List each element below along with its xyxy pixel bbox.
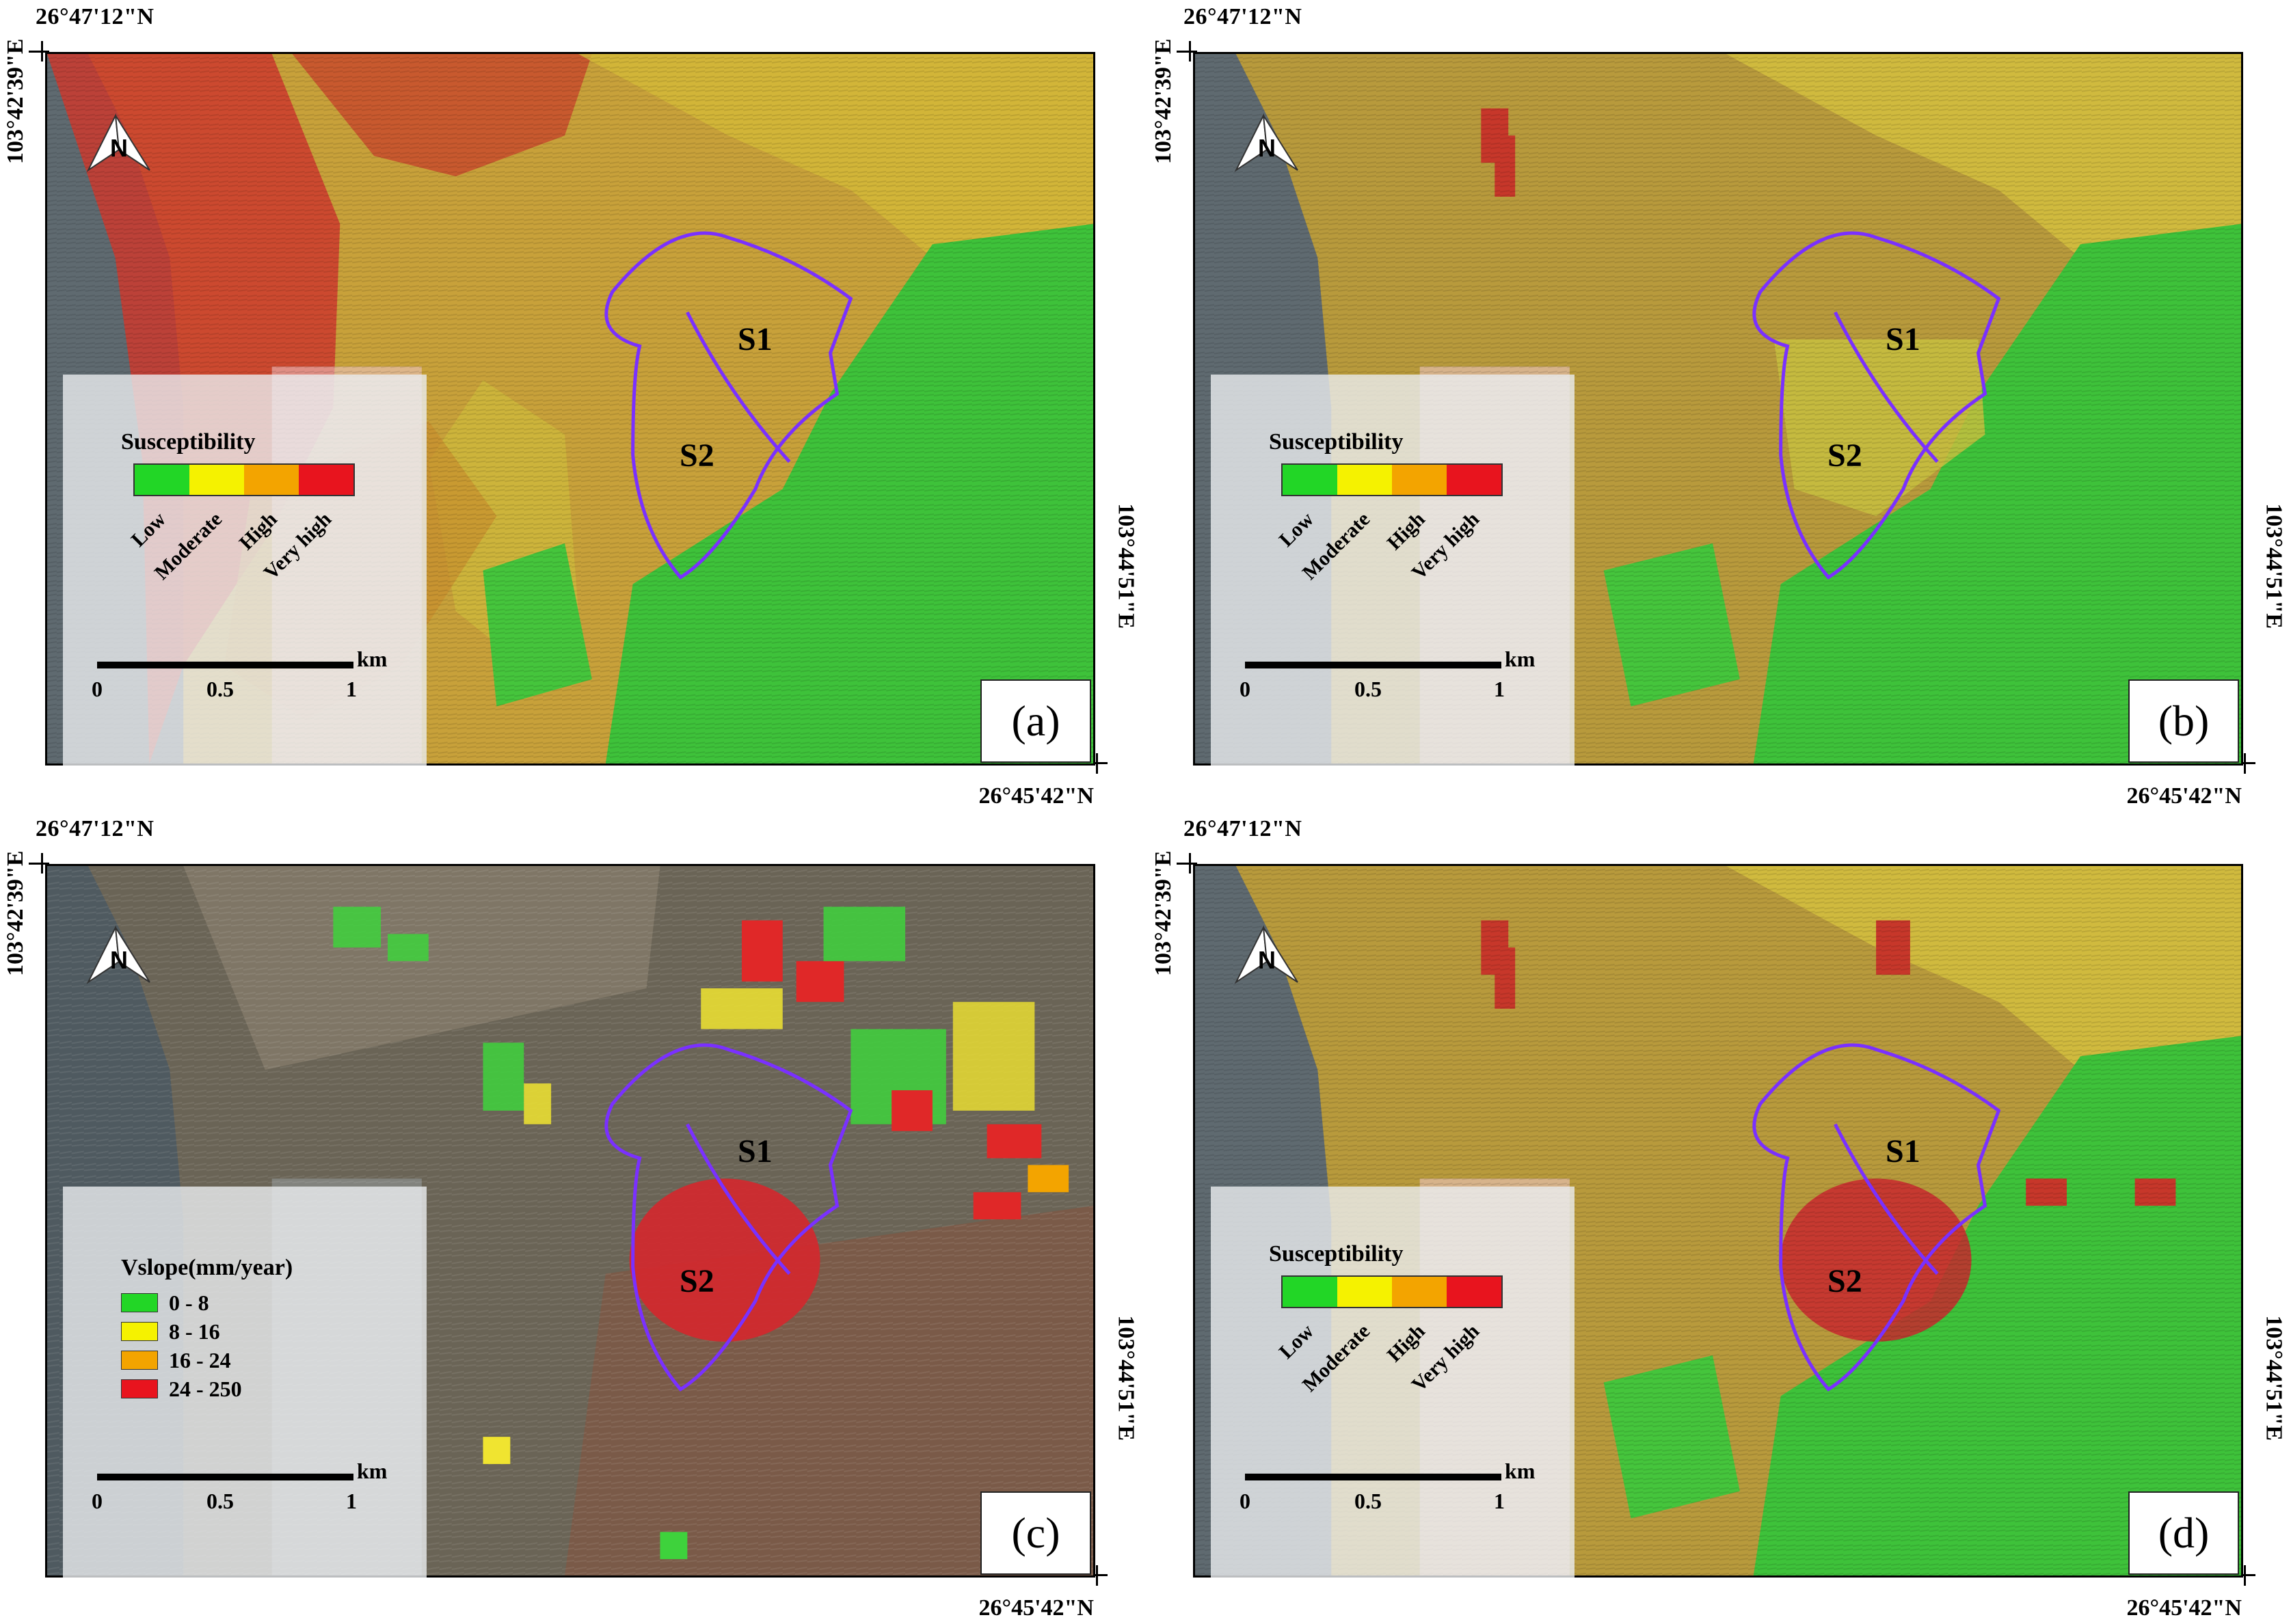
scale-tick-1: 1 [1494,677,1505,701]
site-label-s2: S2 [1827,437,1862,474]
site-label-s2: S2 [1827,1263,1862,1299]
legend-susceptibility: Susceptibility Low Moderate High Very hi… [1211,375,1575,766]
legend-susceptibility: Susceptibility Low Moderate High Very hi… [1211,1187,1575,1578]
coord-right-lon: 103°44'51"E [2262,503,2287,629]
legend-title: Vslope(mm/year) [121,1255,293,1280]
scale-tick-0: 0 [92,677,103,701]
scale-tick-1: 1 [1494,1489,1505,1513]
svg-text:N: N [110,946,128,974]
legend-title: Susceptibility [1269,1241,1404,1267]
coord-top-lat: 26°47'12"N [36,4,155,29]
scale-tick-0: 0 [1240,677,1250,701]
coord-top-lat: 26°47'12"N [1183,816,1302,841]
scale-tick-1: 1 [346,1489,357,1513]
scale-bar [97,1474,353,1480]
legend-row: 8 - 16 [121,1319,220,1344]
site-label-s1: S1 [1886,321,1920,357]
legend-susceptibility: Susceptibility Low Moderate High Very hi… [63,375,427,766]
site-label-s1: S1 [738,1133,773,1169]
panel-letter: (c) [980,1491,1091,1575]
scale-bar [97,662,353,668]
legend-row: 16 - 24 [121,1348,231,1372]
scale-tick-1: 1 [346,677,357,701]
svg-text:N: N [1258,946,1276,974]
scale-tick-05: 0.5 [206,677,234,701]
legend-title: Susceptibility [121,429,256,455]
north-arrow-icon: N [81,921,157,989]
svg-text:N: N [1258,134,1276,162]
legend-swatch [121,1351,158,1370]
scale-bar [1245,1474,1501,1480]
site-label-s1: S1 [738,321,773,357]
legend-class-high: High [1382,508,1430,555]
legend-swatch [121,1322,158,1341]
coord-left-lon: 103°42'39"E [3,850,28,976]
coord-bottom-lat: 26°45'42"N [2126,1595,2242,1621]
coord-top-lat: 26°47'12"N [1183,4,1302,29]
panel-c: 26°47'12"N 103°42'39"E 26°45'42"N 103°44… [0,812,1143,1624]
coord-bottom-lat: 26°45'42"N [978,783,1094,809]
coord-right-lon: 103°44'51"E [2262,1315,2287,1441]
legend-row: 0 - 8 [121,1290,209,1315]
panel-letter: (a) [980,679,1091,763]
north-arrow-icon: N [81,109,157,177]
site-label-s2: S2 [680,437,714,474]
legend-swatch [121,1379,158,1398]
legend-class-label: 8 - 16 [169,1318,220,1344]
north-arrow-icon: N [1229,921,1304,989]
scale-unit: km [357,1459,388,1483]
scale-unit: km [357,647,388,671]
scale-unit: km [1505,1459,1536,1483]
legend-title: Susceptibility [1269,429,1404,455]
north-arrow-icon: N [1229,109,1304,177]
panel-a: 26°47'12"N 103°42'39"E 26°45'42"N 103°44… [0,0,1143,812]
legend-row: 24 - 250 [121,1377,242,1401]
legend-class-label: 24 - 250 [169,1376,242,1401]
coord-bottom-lat: 26°45'42"N [2126,783,2242,809]
svg-text:N: N [110,134,128,162]
legend-class-high: High [1382,1320,1430,1367]
coord-right-lon: 103°44'51"E [1114,503,1139,629]
legend-class-label: 16 - 24 [169,1347,231,1372]
legend-class-low: Low [1274,508,1319,552]
panel-b: 26°47'12"N 103°42'39"E 26°45'42"N 103°44… [1148,0,2291,812]
legend-class-high: High [235,508,282,555]
panel-letter: (d) [2128,1491,2239,1575]
legend-swatch [121,1293,158,1312]
coord-left-lon: 103°42'39"E [1151,38,1176,164]
scale-bar [1245,662,1501,668]
coord-right-lon: 103°44'51"E [1114,1315,1139,1441]
legend-vslope: Vslope(mm/year) 0 - 8 8 - 16 16 - 24 24 … [63,1187,427,1578]
legend-color-ramp [1281,463,1503,496]
coord-left-lon: 103°42'39"E [3,38,28,164]
site-label-s2: S2 [680,1263,714,1299]
panel-letter: (b) [2128,679,2239,763]
map-layer [1195,866,2241,1575]
coord-bottom-lat: 26°45'42"N [978,1595,1094,1621]
scale-tick-0: 0 [1240,1489,1250,1513]
legend-class-low: Low [1274,1320,1319,1364]
scale-tick-05: 0.5 [1354,1489,1382,1513]
legend-class-low: Low [126,508,171,552]
legend-class-label: 0 - 8 [169,1290,209,1315]
scale-tick-05: 0.5 [206,1489,234,1513]
legend-color-ramp [1281,1275,1503,1308]
coord-top-lat: 26°47'12"N [36,816,155,841]
scale-tick-05: 0.5 [1354,677,1382,701]
panel-d: 26°47'12"N 103°42'39"E 26°45'42"N 103°44… [1148,812,2291,1624]
coord-left-lon: 103°42'39"E [1151,850,1176,976]
site-label-s1: S1 [1886,1133,1920,1169]
scale-tick-0: 0 [92,1489,103,1513]
legend-color-ramp [133,463,355,496]
scale-unit: km [1505,647,1536,671]
